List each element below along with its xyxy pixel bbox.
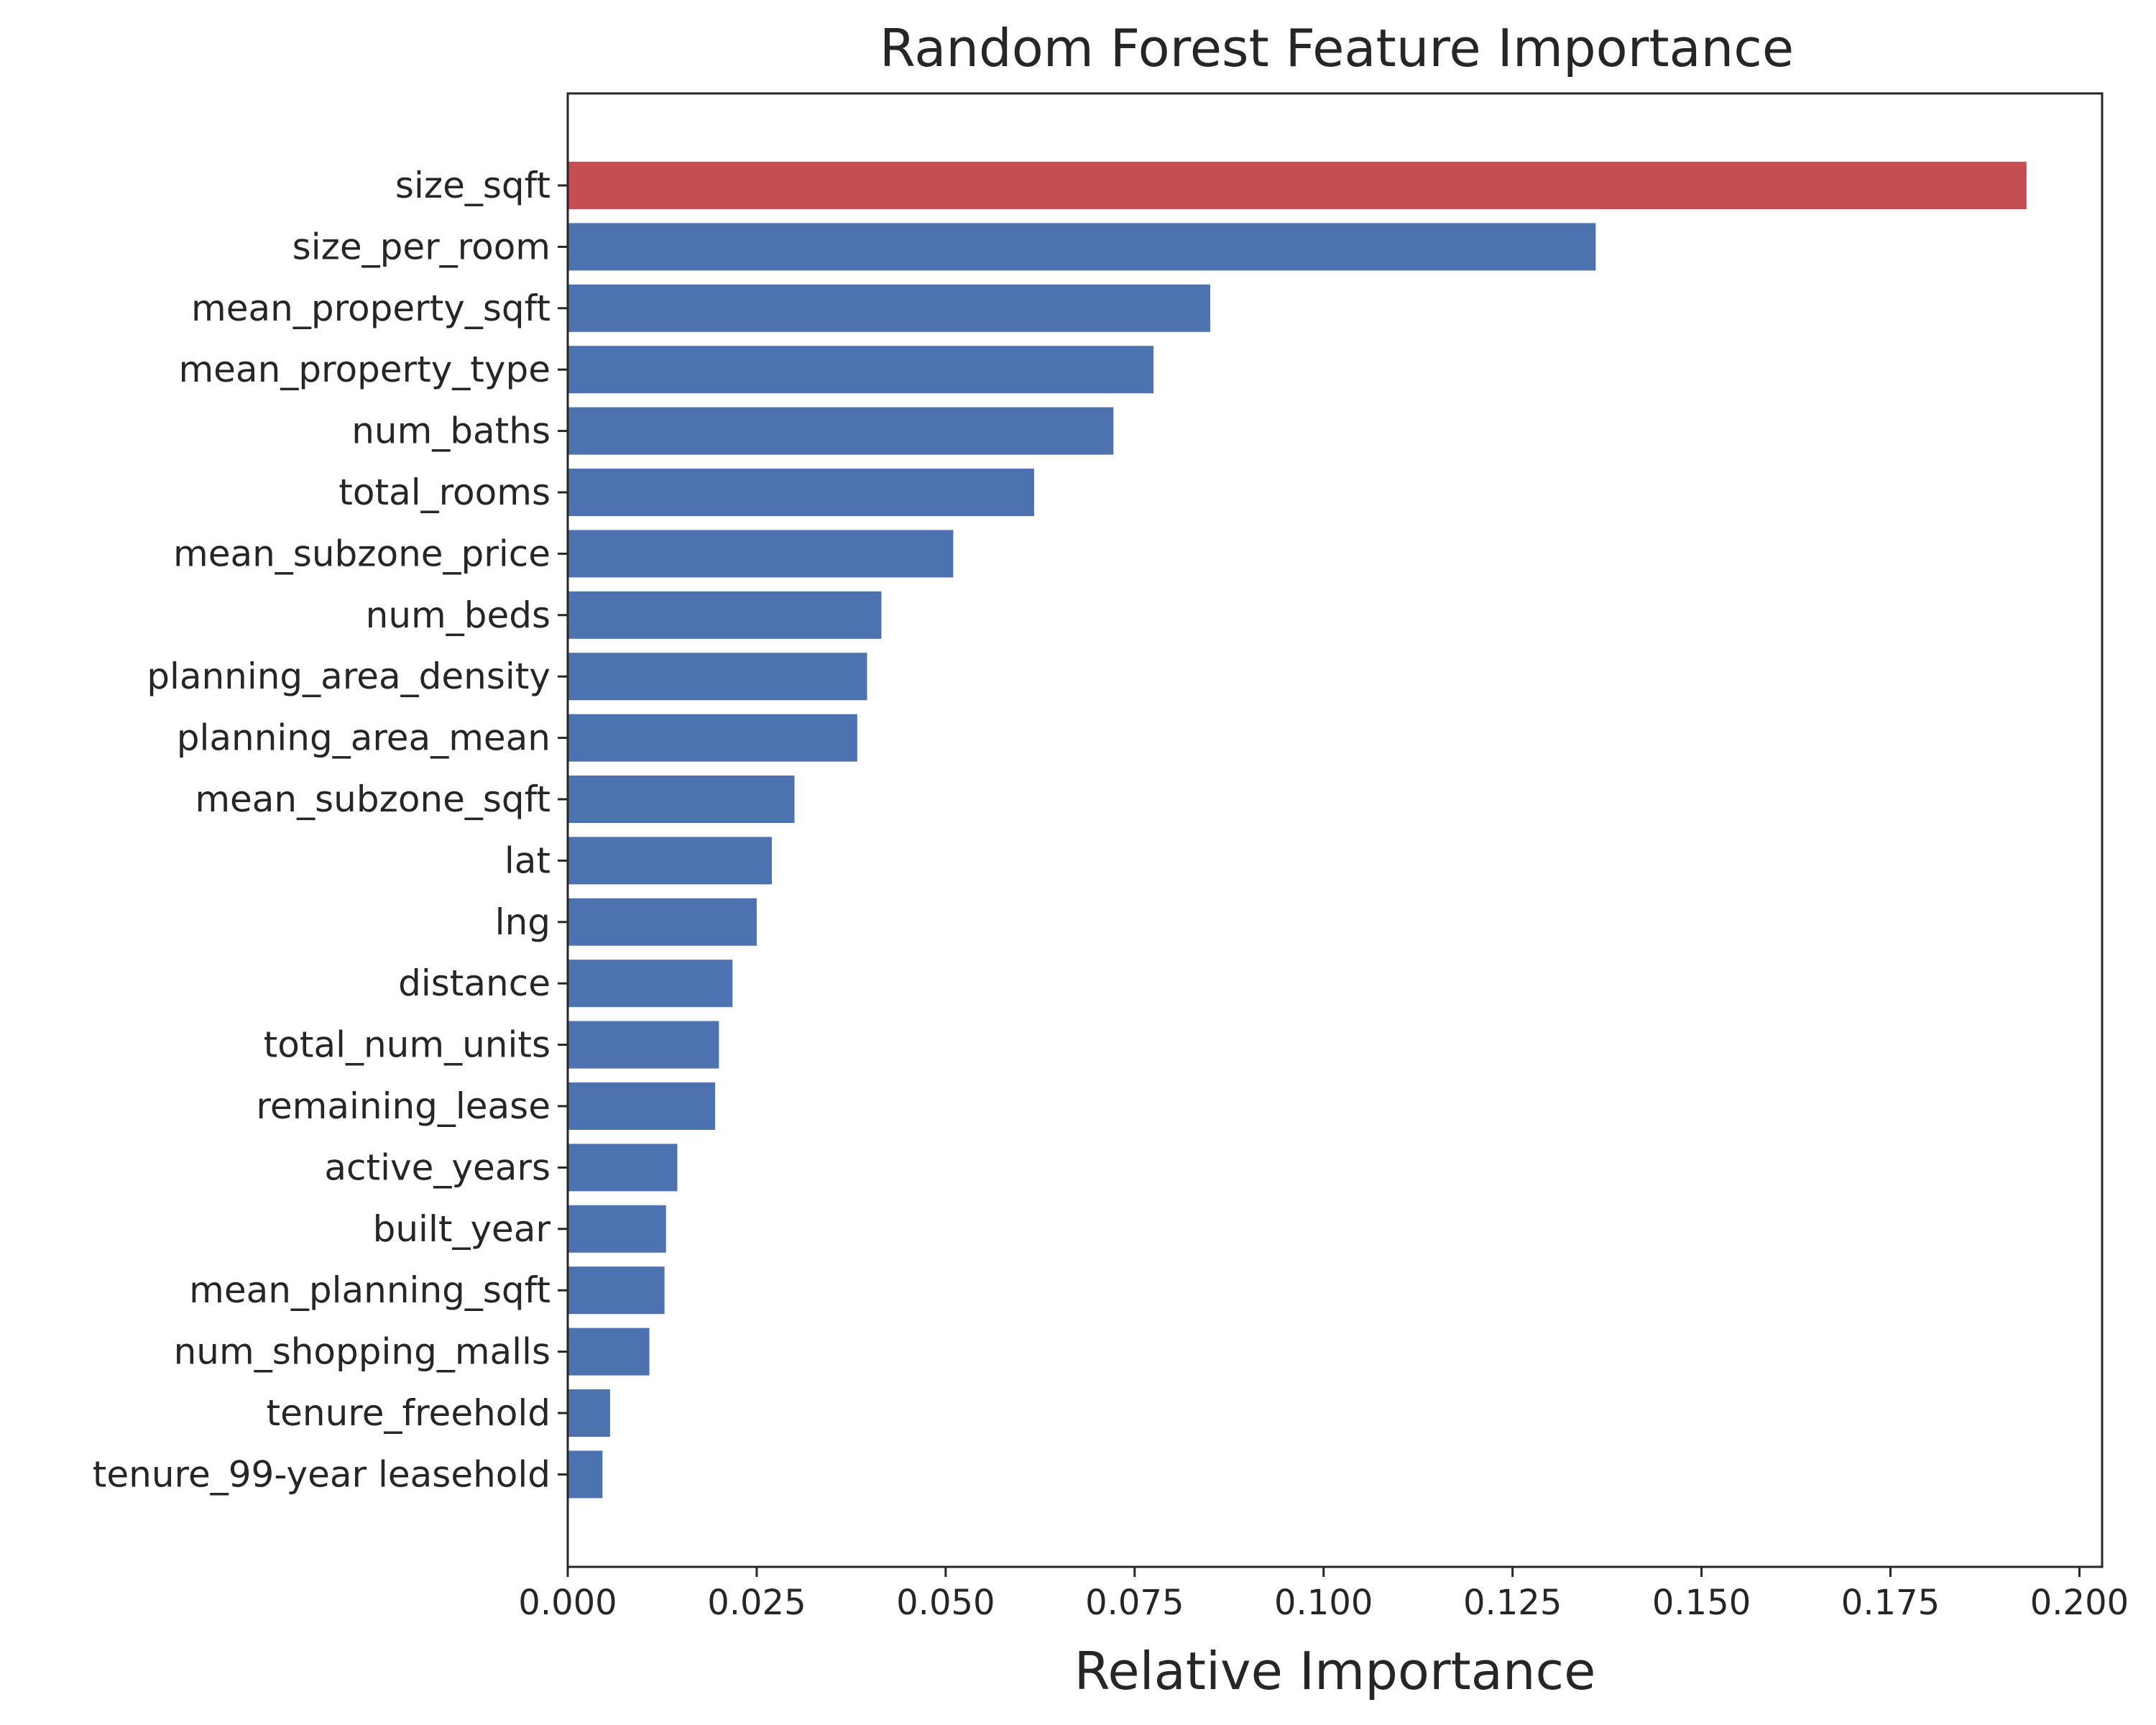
- y-tick-label: total_rooms: [338, 472, 550, 513]
- x-axis: 0.000 0.025 0.050 0.075 0.100 0.125 0.150 0.175…: [518, 1567, 2129, 1623]
- bars-layer: [568, 162, 2027, 1499]
- bar-remaining-lease: [568, 1082, 716, 1130]
- bar-size-per-room: [568, 223, 1596, 271]
- y-tick-label: num_shopping_malls: [174, 1331, 550, 1373]
- chart-title: Random Forest Feature Importance: [879, 18, 1795, 78]
- bar-num-shopping-malls: [568, 1328, 650, 1376]
- bar-lng: [568, 898, 757, 946]
- y-tick-label: num_baths: [351, 410, 550, 452]
- y-tick-label: built_year: [373, 1208, 551, 1250]
- y-tick-label: tenure_99-year leasehold: [93, 1453, 550, 1495]
- y-tick-label: mean_property_type: [178, 349, 550, 390]
- y-tick-label: mean_subzone_sqft: [195, 778, 550, 820]
- y-axis: size_sqft size_per_room mean_property_sqft…: [93, 165, 568, 1495]
- y-tick-label: mean_subzone_price: [173, 533, 550, 574]
- x-tick-label: 0.175: [1841, 1583, 1940, 1623]
- y-tick-label: mean_property_sqft: [191, 288, 550, 329]
- bar-mean-subzone-price: [568, 530, 954, 578]
- bar-total-rooms: [568, 469, 1034, 516]
- bar-tenure-freehold: [568, 1389, 610, 1437]
- x-tick-label: 0.200: [2030, 1583, 2129, 1623]
- bar-num-baths: [568, 407, 1114, 455]
- y-tick-label: planning_area_mean: [177, 717, 550, 759]
- bar-mean-planning-sqft: [568, 1266, 665, 1315]
- x-axis-label: Relative Importance: [1074, 1641, 1596, 1701]
- y-tick-label: active_years: [324, 1146, 550, 1188]
- x-tick-label: 0.025: [707, 1583, 806, 1623]
- x-tick-label: 0.125: [1463, 1583, 1562, 1623]
- y-tick-label: mean_planning_sqft: [189, 1269, 550, 1311]
- y-tick-label: lng: [495, 901, 550, 943]
- bar-planning-area-mean: [568, 714, 857, 762]
- bar-planning-area-density: [568, 653, 867, 701]
- y-tick-label: num_beds: [366, 594, 550, 636]
- x-tick-label: 0.050: [896, 1583, 995, 1623]
- bar-distance: [568, 960, 733, 1008]
- bar-mean-subzone-sqft: [568, 776, 795, 823]
- bar-num-beds: [568, 591, 882, 639]
- x-tick-label: 0.150: [1652, 1583, 1751, 1623]
- y-tick-label: planning_area_density: [147, 656, 550, 697]
- y-tick-label: remaining_lease: [256, 1085, 550, 1127]
- bar-tenure-99-year-leasehold: [568, 1450, 603, 1499]
- bar-built-year: [568, 1205, 666, 1253]
- bar-total-num-units: [568, 1021, 719, 1069]
- x-tick-label: 0.000: [518, 1583, 617, 1623]
- y-tick-label: size_per_room: [292, 226, 550, 267]
- y-tick-label: total_num_units: [264, 1024, 550, 1066]
- bar-lat: [568, 837, 772, 885]
- y-tick-label: tenure_freehold: [267, 1392, 550, 1434]
- bar-active-years: [568, 1144, 678, 1192]
- y-tick-label: lat: [505, 840, 550, 881]
- x-tick-label: 0.100: [1274, 1583, 1373, 1623]
- bar-size-sqft: [568, 162, 2027, 209]
- x-tick-label: 0.075: [1085, 1583, 1184, 1623]
- bar-mean-property-sqft: [568, 284, 1210, 332]
- y-tick-label: distance: [398, 962, 550, 1004]
- y-tick-label: size_sqft: [395, 165, 550, 206]
- bar-mean-property-type: [568, 346, 1154, 394]
- plot-frame: [566, 92, 2104, 1568]
